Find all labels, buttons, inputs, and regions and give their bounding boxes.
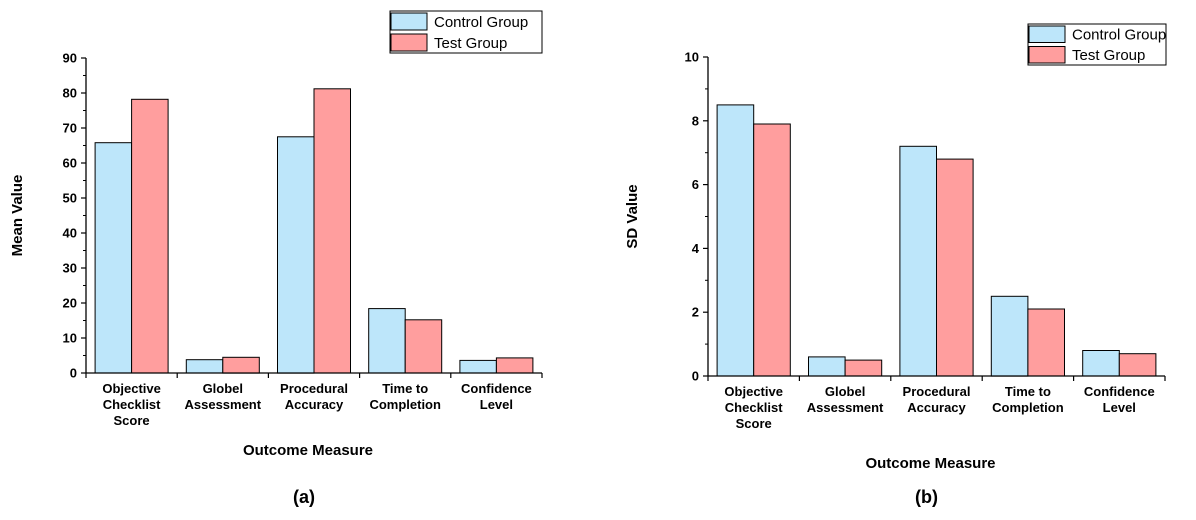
bar-test-0 xyxy=(131,98,169,374)
x-category-label: Objective xyxy=(102,381,161,396)
legend-swatch-test xyxy=(1028,46,1066,64)
y-tick-label: 30 xyxy=(63,261,77,276)
legend-swatch-test xyxy=(390,33,428,52)
x-category-label: Level xyxy=(480,397,513,412)
x-category-label: Accuracy xyxy=(285,397,344,412)
y-tick-label: 70 xyxy=(63,121,77,136)
legend-swatch-control xyxy=(390,12,428,31)
x-category-label: Procedural xyxy=(280,381,348,396)
bar-control-0 xyxy=(94,142,133,374)
bar-test-2 xyxy=(936,158,974,377)
legend-label-control: Control Group xyxy=(434,14,528,31)
legend: Control Group Test Group xyxy=(389,10,543,54)
y-tick-label: 2 xyxy=(692,305,699,320)
y-tick-label: 0 xyxy=(692,369,699,384)
x-category-label: Confidence xyxy=(461,381,532,396)
x-category-label: Accuracy xyxy=(907,400,966,415)
bar-test-4 xyxy=(495,357,534,374)
bar-control-3 xyxy=(368,308,406,374)
x-category-label: Score xyxy=(736,416,772,431)
x-category-label: Level xyxy=(1103,400,1136,415)
legend-swatch-control xyxy=(1028,25,1066,43)
x-axis-title: Outcome Measure xyxy=(243,442,373,459)
legend-label-control: Control Group xyxy=(1072,27,1166,44)
y-tick-label: 8 xyxy=(692,113,699,128)
bar-control-4 xyxy=(459,359,497,374)
x-category-label: Time to xyxy=(1005,384,1051,399)
panel-label: (a) xyxy=(293,487,315,507)
bar-test-1 xyxy=(222,356,260,374)
chart-panel-a: 0 10 20 30 40 50 60 70 80 90 ObjectiveChecklistSco… xyxy=(9,10,543,507)
x-category-label: Objective xyxy=(724,384,783,399)
y-axis-title: SD Value xyxy=(624,184,641,248)
x-category-label: Score xyxy=(114,413,150,428)
x-category-label: Globel xyxy=(203,381,243,396)
y-tick-label: 4 xyxy=(692,241,700,256)
y-tick-label: 6 xyxy=(692,177,699,192)
bar-control-3 xyxy=(990,295,1029,377)
bar-test-4 xyxy=(1118,353,1157,377)
x-category-label: Time to xyxy=(382,381,428,396)
x-category-label: Completion xyxy=(369,397,441,412)
y-tick-label: 60 xyxy=(63,156,77,171)
bar-test-2 xyxy=(313,88,351,374)
bar-test-0 xyxy=(753,123,791,377)
x-category-label: Assessment xyxy=(807,400,884,415)
bar-test-3 xyxy=(404,319,443,374)
x-category-label: Checklist xyxy=(103,397,161,412)
x-category-label: Checklist xyxy=(725,400,783,415)
x-category-label: Completion xyxy=(992,400,1064,415)
legend-label-test: Test Group xyxy=(1072,47,1145,64)
bar-control-0 xyxy=(716,104,755,377)
bar-control-1 xyxy=(808,356,846,377)
y-tick-label: 10 xyxy=(685,50,699,65)
y-tick-label: 40 xyxy=(63,226,77,241)
y-tick-label: 80 xyxy=(63,86,77,101)
y-tick-label: 50 xyxy=(63,191,77,206)
y-tick-label: 10 xyxy=(63,331,77,346)
bar-control-4 xyxy=(1082,350,1120,377)
panel-label: (b) xyxy=(915,487,938,507)
bar-control-2 xyxy=(277,136,315,374)
y-axis-title: Mean Value xyxy=(9,175,26,257)
legend: Control Group Test Group xyxy=(1027,23,1167,66)
bar-control-1 xyxy=(185,359,224,374)
x-category-label: Procedural xyxy=(903,384,971,399)
bar-test-3 xyxy=(1027,308,1066,377)
y-tick-label: 90 xyxy=(63,51,77,66)
x-category-label: Assessment xyxy=(184,397,261,412)
y-tick-label: 0 xyxy=(70,366,77,381)
y-tick-label: 20 xyxy=(63,296,77,311)
x-axis-title: Outcome Measure xyxy=(865,455,995,472)
legend-label-test: Test Group xyxy=(434,35,507,52)
x-category-label: Confidence xyxy=(1084,384,1155,399)
bar-control-2 xyxy=(899,145,938,377)
bar-test-1 xyxy=(844,359,883,377)
x-category-label: Globel xyxy=(825,384,865,399)
